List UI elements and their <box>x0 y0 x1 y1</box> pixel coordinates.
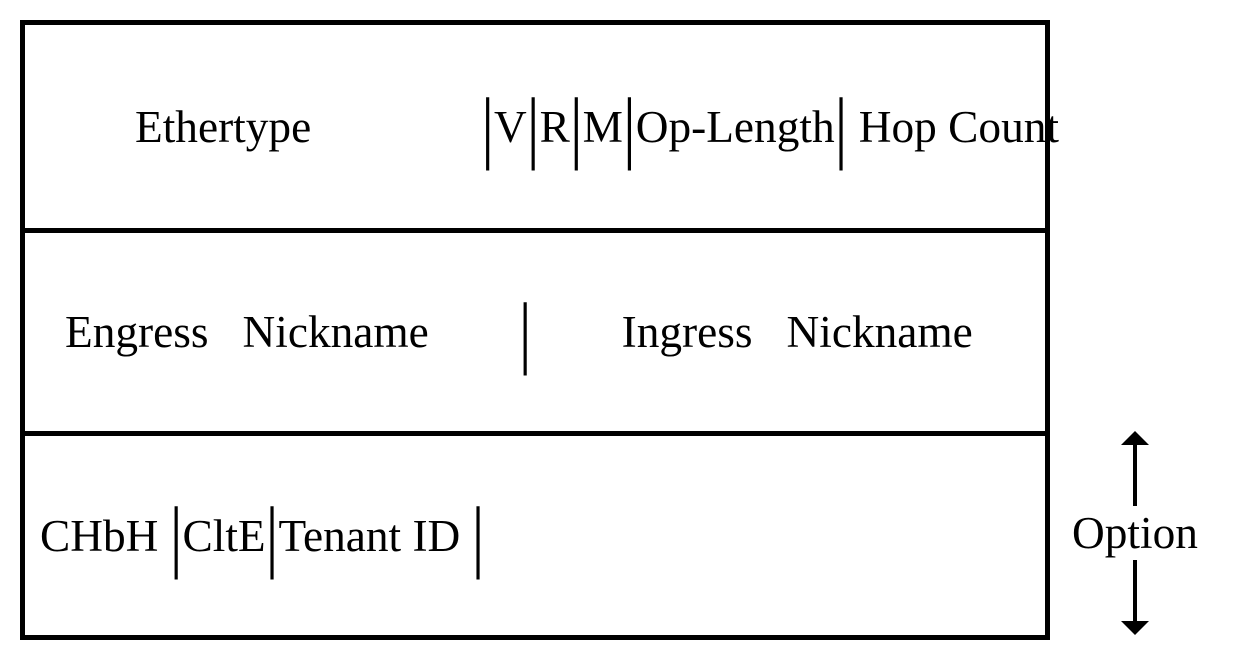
arrow-head-up <box>1121 431 1149 445</box>
field-label: Ethertype <box>135 101 311 153</box>
field-separator: | <box>472 496 485 576</box>
field-separator: | <box>170 496 183 576</box>
field-label: V <box>494 101 527 153</box>
field-label: CltE <box>183 510 266 562</box>
field-separator: | <box>527 87 540 167</box>
field-label: M <box>583 101 623 153</box>
field-separator: | <box>266 496 279 576</box>
field-label: Ingress Nickname <box>622 306 973 358</box>
field-label: Engress Nickname <box>65 306 429 358</box>
arrow-shaft-up <box>1133 445 1137 506</box>
field-label: CHbH <box>40 510 170 562</box>
field-label: Tenant ID <box>278 510 471 562</box>
arrow-shaft-down <box>1133 560 1137 621</box>
header-row-1: Engress Nickname | Ingress Nickname <box>25 228 1045 431</box>
field-separator: | <box>835 87 848 167</box>
header-row-0: Ethertype|V|R|M|Op-Length| Hop Count <box>25 25 1045 228</box>
field-separator: | <box>481 87 494 167</box>
field-label: Hop Count <box>847 101 1059 153</box>
field-separator: | <box>570 87 583 167</box>
field-label: Op-Length <box>636 101 835 153</box>
field-label: R <box>540 101 570 153</box>
header-row-2: CHbH |CltE|Tenant ID | <box>25 431 1045 635</box>
field-separator: | <box>623 87 636 167</box>
arrow-head-down <box>1121 621 1149 635</box>
option-label: Option <box>1060 508 1210 558</box>
header-table: Ethertype|V|R|M|Op-Length| Hop CountEngr… <box>20 20 1050 640</box>
diagram-stage: Ethertype|V|R|M|Op-Length| Hop CountEngr… <box>0 0 1240 664</box>
field-separator: | <box>519 292 532 372</box>
